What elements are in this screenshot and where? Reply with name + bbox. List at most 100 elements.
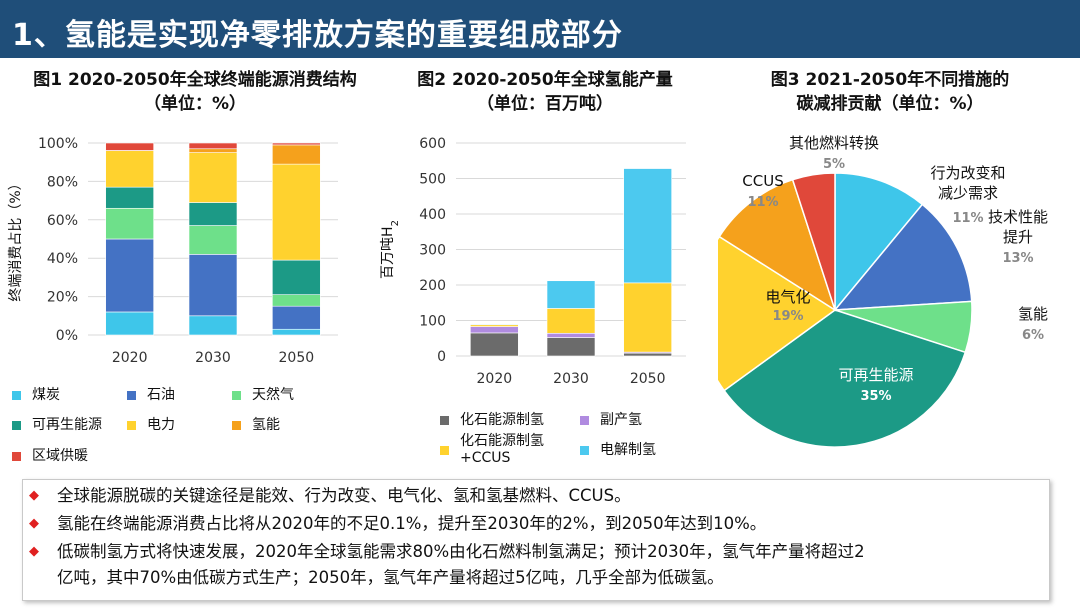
note-item-3: ◆ 低碳制氢方式将快速发展，2020年全球氢能需求80%由化石燃料制氢满足；预计… bbox=[29, 540, 865, 564]
pie-label: 可再生能源 bbox=[838, 366, 913, 384]
pie-label: 氢能 bbox=[1018, 305, 1048, 323]
bar-segment bbox=[188, 148, 238, 153]
chart3-title-line1: 图3 2021-2050年不同措施的 bbox=[770, 70, 1010, 90]
bar-segment bbox=[470, 326, 519, 334]
y-tick-label: 0% bbox=[56, 328, 78, 344]
bar-segment bbox=[623, 168, 672, 284]
bar-segment bbox=[105, 142, 154, 151]
diamond-bullet-icon: ◆ bbox=[29, 516, 39, 531]
chart2-title: 图2 2020-2050年全球氢能产量 （单位：百万吨） bbox=[385, 68, 705, 116]
bar-segment bbox=[188, 254, 238, 317]
bar-segment bbox=[623, 282, 672, 353]
legend-label: 石油 bbox=[147, 387, 175, 403]
bar-segment bbox=[272, 259, 321, 295]
legend-swatch bbox=[127, 391, 136, 400]
pie-value-label: 11% bbox=[747, 195, 778, 210]
x-tick-label: 2030 bbox=[553, 371, 589, 387]
bar-segment bbox=[470, 332, 519, 357]
chart3-title-line2: 碳减排贡献（单位：%） bbox=[796, 94, 984, 114]
chart1-legend: 煤炭 石油 天然气 可再生能源 电力 氢能 区域供暖 bbox=[12, 385, 362, 475]
note-text-2: 氢能在终端能源消费占比将从2020年的不足0.1%，提升至2030年的2%，到2… bbox=[57, 514, 767, 533]
bar-segment bbox=[272, 144, 321, 165]
y-tick-label: 0 bbox=[437, 349, 446, 365]
pie-value-label: 13% bbox=[1002, 251, 1033, 266]
pie-value-label: 5% bbox=[823, 157, 845, 172]
legend-label: 化石能源制氢+CCUS bbox=[460, 433, 544, 466]
pie-slice bbox=[833, 203, 973, 311]
pie-label: CCUS bbox=[742, 172, 783, 190]
legend-swatch bbox=[440, 446, 449, 455]
legend-label: 化石能源制氢 bbox=[460, 412, 544, 428]
key-points-box: ◆ 全球能源脱碳的关键途径是能效、行为改变、电气化、氢和氢基燃料、CCUS。 ◆… bbox=[22, 479, 1050, 601]
note-item-2: ◆ 氢能在终端能源消费占比将从2020年的不足0.1%，提升至2030年的2%，… bbox=[29, 512, 767, 536]
y-tick-label: 200 bbox=[419, 278, 446, 294]
pie-slice bbox=[791, 172, 836, 311]
bar-segment bbox=[272, 294, 321, 307]
y-tick-label: 400 bbox=[419, 207, 446, 223]
y-tick-label: 500 bbox=[419, 172, 446, 188]
pie-value-label: 11% bbox=[952, 211, 983, 226]
legend-swatch bbox=[12, 452, 21, 461]
bar-segment bbox=[105, 207, 154, 240]
chart2-title-line2: （单位：百万吨） bbox=[477, 94, 613, 114]
legend-label: 天然气 bbox=[252, 387, 294, 403]
y-tick-label: 40% bbox=[47, 251, 78, 267]
bar-segment bbox=[546, 332, 596, 338]
bar-segment bbox=[188, 152, 238, 203]
y-axis-label: 百万吨H2 bbox=[380, 220, 401, 279]
pie-value-label: 19% bbox=[772, 309, 803, 324]
y-tick-label: 60% bbox=[47, 213, 78, 229]
legend-label: 可再生能源 bbox=[32, 417, 102, 433]
y-tick-label: 100 bbox=[419, 314, 446, 330]
bar-segment bbox=[272, 163, 321, 261]
bar-segment bbox=[105, 186, 154, 209]
pie-slice bbox=[718, 178, 837, 312]
bar-segment bbox=[623, 352, 672, 357]
chart3-title: 图3 2021-2050年不同措施的 碳减排贡献（单位：%） bbox=[725, 68, 1055, 116]
legend-swatch bbox=[12, 421, 21, 430]
chart1-plot: 0% 20% 40% 60% 80% 100% 2020 2030 2050 终端消费占比（%） bbox=[8, 136, 338, 366]
y-tick-label: 100% bbox=[38, 136, 78, 152]
bar-segment bbox=[188, 315, 238, 336]
x-tick-label: 2020 bbox=[112, 350, 148, 366]
y-tick-label: 20% bbox=[47, 290, 78, 306]
chart1-title-line1: 图1 2020-2050年全球终端能源消费结构 bbox=[33, 70, 357, 90]
legend-label: 区域供暖 bbox=[32, 448, 88, 464]
pie-value-label: 6% bbox=[1022, 328, 1044, 343]
y-tick-label: 80% bbox=[47, 174, 78, 190]
bar-segment bbox=[546, 308, 596, 334]
pie-value-label: 35% bbox=[860, 389, 891, 404]
x-tick-label: 2020 bbox=[477, 371, 513, 387]
y-tick-label: 300 bbox=[419, 243, 446, 259]
pie-label: 行为改变和 bbox=[930, 164, 1005, 182]
diamond-bullet-icon: ◆ bbox=[29, 544, 39, 559]
pie-label: 技术性能 bbox=[988, 208, 1048, 226]
legend-label: 副产氢 bbox=[600, 412, 642, 428]
legend-swatch bbox=[580, 416, 589, 425]
y-tick-label: 600 bbox=[419, 136, 446, 152]
pie-slice bbox=[723, 309, 967, 448]
diamond-bullet-icon: ◆ bbox=[29, 488, 39, 503]
bar-segment bbox=[105, 311, 154, 336]
note-text-4: 亿吨，其中70%由低碳方式生产；2050年，氢气年产量将超过5亿吨，几乎全部为低… bbox=[57, 568, 724, 587]
pie-label: 其他燃料转换 bbox=[789, 134, 879, 152]
note-text-1: 全球能源脱碳的关键途径是能效、行为改变、电气化、氢和氢基燃料、CCUS。 bbox=[57, 486, 631, 505]
x-tick-label: 2050 bbox=[630, 371, 666, 387]
legend-swatch bbox=[127, 421, 136, 430]
chart2-legend: 化石能源制氢 副产氢化石能源制氢+CCUS 电解制氢 bbox=[440, 410, 720, 475]
legend-swatch bbox=[232, 391, 241, 400]
legend-label: 氢能 bbox=[252, 417, 280, 433]
chart2-title-line1: 图2 2020-2050年全球氢能产量 bbox=[417, 70, 673, 90]
pie-label: 减少需求 bbox=[938, 184, 998, 202]
bar-segment bbox=[188, 225, 238, 255]
legend-label: 电解制氢 bbox=[600, 442, 656, 458]
note-item-4: 亿吨，其中70%由低碳方式生产；2050年，氢气年产量将超过5亿吨，几乎全部为低… bbox=[57, 566, 724, 590]
pie-label: 提升 bbox=[1003, 228, 1033, 246]
legend-swatch bbox=[12, 391, 21, 400]
legend-label: 电力 bbox=[147, 417, 175, 433]
bar-segment bbox=[105, 150, 154, 188]
bar-segment bbox=[188, 142, 238, 150]
header-banner: 1、氢能是实现净零排放方案的重要组成部分 bbox=[0, 0, 1080, 58]
x-tick-label: 2050 bbox=[279, 350, 315, 366]
bar-segment bbox=[546, 280, 596, 309]
